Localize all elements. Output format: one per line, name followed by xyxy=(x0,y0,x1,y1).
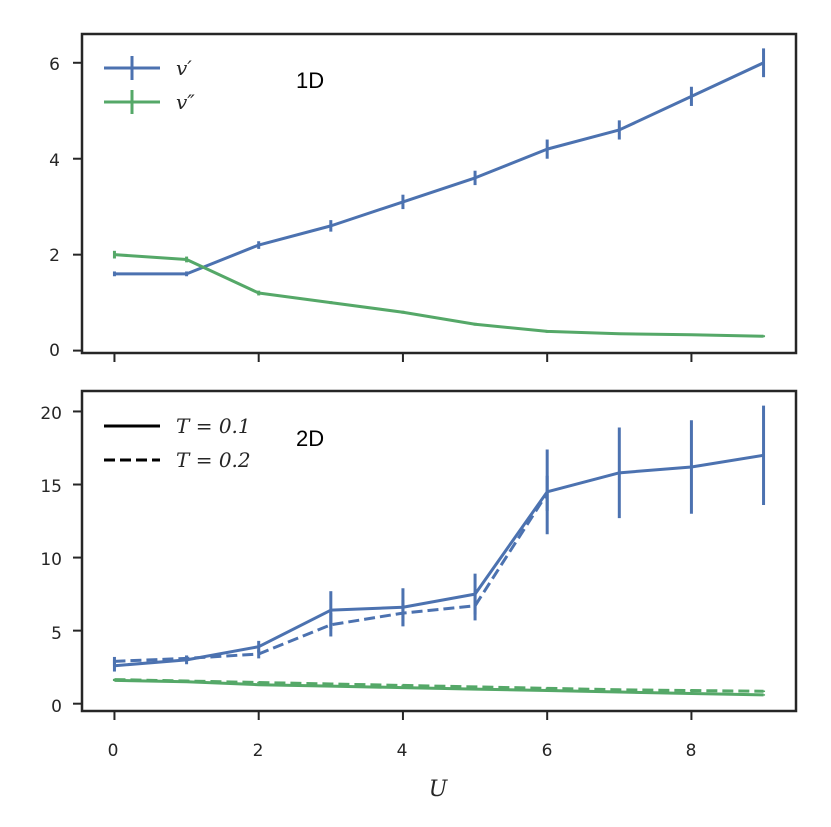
x-axis-label: U xyxy=(429,777,449,802)
panel-1d-series-line xyxy=(114,61,765,276)
y-tick-label: 4 xyxy=(49,151,60,171)
panel-2d-frame xyxy=(80,389,798,713)
legend-label-v-double-prime: v″ xyxy=(176,90,195,114)
y-tick-label: 6 xyxy=(49,55,60,75)
y-tick-label: 2 xyxy=(49,246,60,266)
panel-2d-y-ticks xyxy=(73,410,81,705)
y-tick-label: 15 xyxy=(40,477,62,497)
y-tick-label: 10 xyxy=(40,550,62,570)
panel-label-2d: 2D xyxy=(296,426,324,451)
panel-1d-frame xyxy=(80,32,798,355)
panel-2d-series-line xyxy=(114,453,764,668)
panel-1d-y-ticks xyxy=(73,61,81,352)
y-tick-label: 20 xyxy=(40,404,62,424)
panel-2d: 0 5 10 15 20 0 2 4 6 8 T = 0.1 T = 0.2 2… xyxy=(40,389,798,761)
y-tick-label: 0 xyxy=(49,341,60,361)
panel-1d-series-line xyxy=(114,253,764,338)
legend-1d: v′ v″ xyxy=(104,56,195,114)
legend-label-t01: T = 0.1 xyxy=(176,414,251,438)
panel-1d: 0 2 4 6 v′ v″ 1D xyxy=(49,32,798,362)
panel-2d-series xyxy=(112,405,766,697)
x-tick-label: 2 xyxy=(253,741,264,761)
panel-1d-x-ticks xyxy=(113,354,693,362)
x-tick-label: 8 xyxy=(686,741,697,761)
legend-label-v-prime: v′ xyxy=(176,56,192,80)
panel-1d-series xyxy=(112,48,766,338)
panel-2d-series-line xyxy=(114,678,764,693)
panel-label-1d: 1D xyxy=(296,68,324,93)
x-tick-label: 4 xyxy=(397,741,408,761)
x-tick-label: 6 xyxy=(542,741,553,761)
legend-2d: T = 0.1 T = 0.2 xyxy=(104,414,251,472)
y-tick-label: 0 xyxy=(51,697,62,717)
y-tick-label: 5 xyxy=(51,624,62,644)
panel-2d-x-ticks xyxy=(113,712,693,720)
x-tick-label: 0 xyxy=(108,741,119,761)
panel-2d-series-line xyxy=(114,678,764,697)
legend-label-t02: T = 0.2 xyxy=(176,448,251,472)
